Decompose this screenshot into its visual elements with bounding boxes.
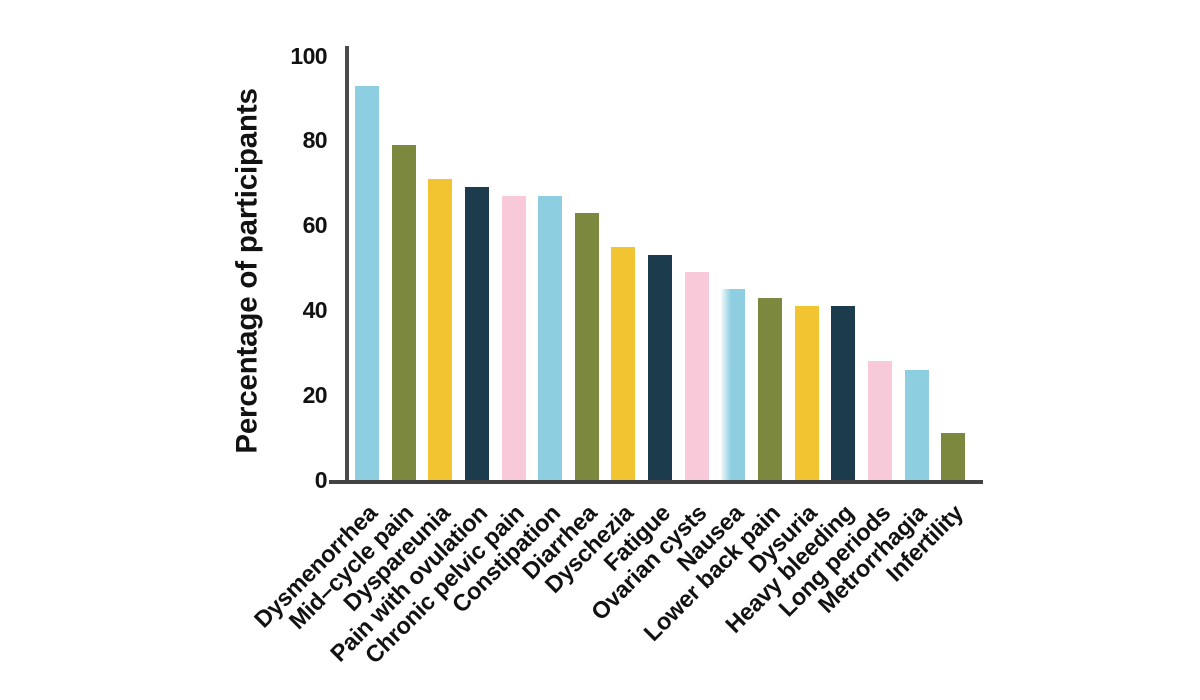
y-tick-60: 60	[302, 212, 328, 239]
bar-dyspareunia	[428, 178, 453, 482]
bar-fatigue	[648, 255, 673, 482]
bar-diarrhea	[574, 212, 599, 482]
y-tick-100: 100	[290, 42, 327, 69]
bar-nausea	[721, 289, 746, 482]
y-tick-0: 0	[314, 466, 328, 493]
bar-constipation	[538, 195, 563, 482]
bar-dyschezia	[611, 246, 636, 482]
bar-dysuria	[794, 306, 819, 482]
bar-metrorrhagia	[904, 369, 929, 482]
y-axis-line	[344, 46, 349, 484]
bar-dysmenorrhea	[355, 85, 379, 482]
bar-mid-cycle-pain	[391, 145, 416, 482]
y-tick-20: 20	[302, 381, 328, 408]
bar-heavy-bleeding	[831, 306, 856, 482]
bar-pain-with-ovulation	[464, 187, 489, 482]
x-axis-line	[329, 480, 983, 484]
y-tick-40: 40	[302, 296, 328, 323]
bar-long-periods	[867, 361, 892, 482]
y-tick-80: 80	[302, 127, 328, 154]
bar-ovarian-cysts	[684, 272, 709, 482]
bar-lower-back-pain	[758, 297, 783, 482]
bar-chronic-pelvic-pain	[501, 195, 526, 482]
bar-infertility	[941, 433, 966, 482]
